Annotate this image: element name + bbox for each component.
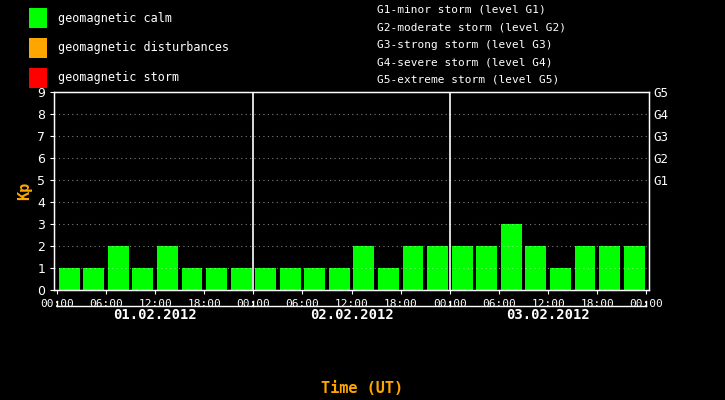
Bar bbox=[599, 246, 620, 290]
Text: G3-strong storm (level G3): G3-strong storm (level G3) bbox=[377, 40, 552, 50]
Bar bbox=[255, 268, 276, 290]
Bar bbox=[402, 246, 423, 290]
Bar bbox=[452, 246, 473, 290]
Bar bbox=[574, 246, 595, 290]
Text: 02.02.2012: 02.02.2012 bbox=[310, 308, 394, 322]
Text: Time (UT): Time (UT) bbox=[321, 381, 404, 396]
Bar bbox=[550, 268, 571, 290]
Y-axis label: Kp: Kp bbox=[17, 182, 32, 200]
Bar bbox=[378, 268, 399, 290]
Text: geomagnetic storm: geomagnetic storm bbox=[58, 71, 179, 84]
Bar bbox=[181, 268, 202, 290]
Bar bbox=[304, 268, 326, 290]
Text: G1-minor storm (level G1): G1-minor storm (level G1) bbox=[377, 5, 546, 15]
Text: G5-extreme storm (level G5): G5-extreme storm (level G5) bbox=[377, 75, 559, 85]
Bar bbox=[476, 246, 497, 290]
Bar bbox=[29, 8, 47, 28]
Text: 03.02.2012: 03.02.2012 bbox=[506, 308, 590, 322]
Text: 01.02.2012: 01.02.2012 bbox=[113, 308, 197, 322]
Bar bbox=[280, 268, 301, 290]
Bar bbox=[501, 224, 522, 290]
Bar bbox=[157, 246, 178, 290]
Bar bbox=[526, 246, 547, 290]
Bar bbox=[329, 268, 349, 290]
Bar bbox=[354, 246, 374, 290]
Bar bbox=[29, 68, 47, 88]
Bar bbox=[59, 268, 80, 290]
Bar bbox=[206, 268, 227, 290]
Bar bbox=[133, 268, 153, 290]
Text: G4-severe storm (level G4): G4-severe storm (level G4) bbox=[377, 57, 552, 67]
Bar bbox=[29, 38, 47, 58]
Bar bbox=[108, 246, 129, 290]
Text: geomagnetic calm: geomagnetic calm bbox=[58, 12, 172, 25]
Bar bbox=[624, 246, 645, 290]
Text: geomagnetic disturbances: geomagnetic disturbances bbox=[58, 41, 229, 54]
Bar bbox=[83, 268, 104, 290]
Bar bbox=[231, 268, 252, 290]
Bar bbox=[427, 246, 448, 290]
Text: G2-moderate storm (level G2): G2-moderate storm (level G2) bbox=[377, 22, 566, 32]
